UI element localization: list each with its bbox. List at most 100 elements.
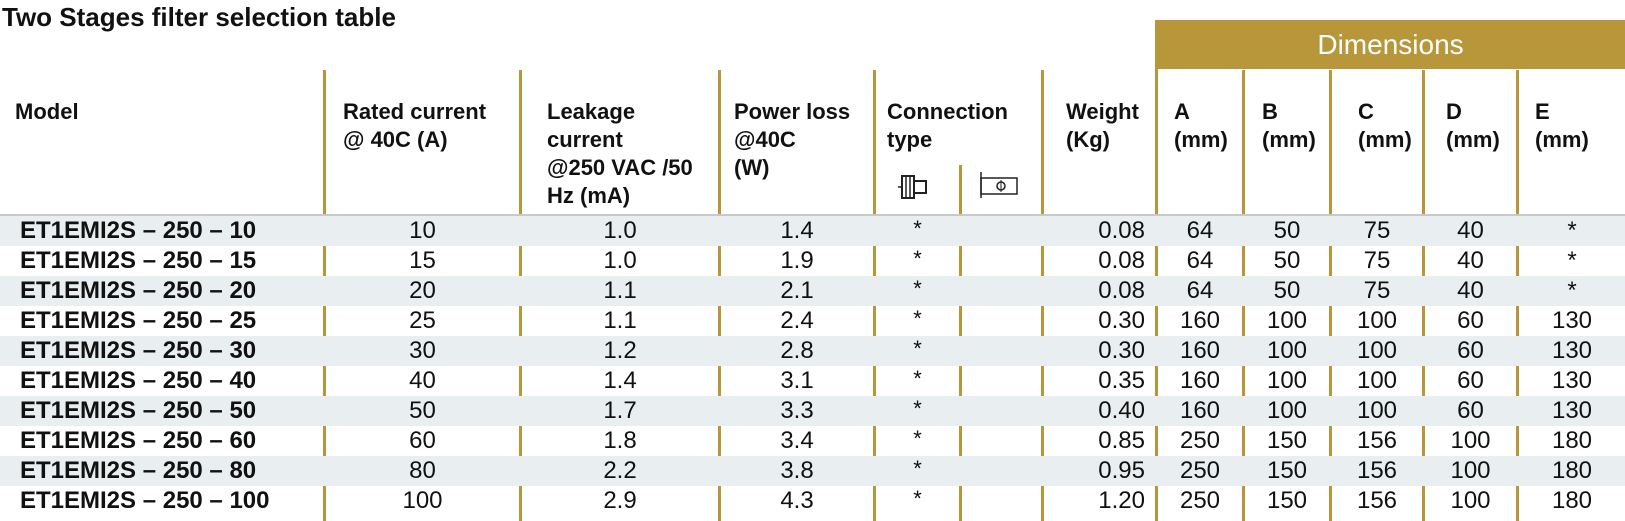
cell-model: ET1EMI2S – 250 – 30 (20, 337, 257, 364)
cell-model: ET1EMI2S – 250 – 100 (20, 487, 270, 514)
cell-leakage: 1.0 (603, 217, 637, 244)
cell-b: 150 (1266, 457, 1308, 484)
cell-power: 1.4 (780, 217, 814, 244)
cell-e: * (1567, 277, 1577, 304)
cell-conn1: * (913, 216, 922, 241)
cell-d: 60 (1457, 307, 1484, 334)
cell-conn1: * (913, 426, 922, 451)
cell-model: ET1EMI2S – 250 – 60 (20, 427, 257, 454)
header-connection-type: Connection type (887, 99, 1008, 152)
table-row: ET1EMI2S – 250 – 15 15 1.0 1.9 * 0.08 64 50 75 40… (0, 246, 1625, 276)
cell-conn1: * (913, 336, 922, 361)
cell-d: 60 (1457, 337, 1484, 364)
cell-b: 50 (1273, 277, 1301, 304)
cell-model: ET1EMI2S – 250 – 25 (20, 307, 257, 334)
cell-conn1: * (913, 276, 922, 301)
cell-rated: 15 (409, 247, 436, 274)
header-model: Model (15, 99, 79, 124)
cell-c: 100 (1356, 337, 1398, 364)
cell-e: 180 (1551, 487, 1593, 514)
table-row: ET1EMI2S – 250 – 80 80 2.2 3.8 * 0.95 250 150 15… (0, 456, 1625, 486)
cell-c: 156 (1356, 427, 1398, 454)
cell-conn1: * (913, 396, 922, 421)
cell-e: 130 (1551, 397, 1593, 424)
cell-b: 100 (1266, 337, 1308, 364)
cell-e: 130 (1551, 307, 1593, 334)
cell-weight: 0.08 (1098, 217, 1145, 244)
cell-model: ET1EMI2S – 250 – 50 (20, 397, 257, 424)
table-row: ET1EMI2S – 250 – 25 25 1.1 2.4 * 0.30 160 100 10… (0, 306, 1625, 336)
cell-a: 160 (1179, 397, 1221, 424)
cell-a: 160 (1179, 337, 1221, 364)
cell-weight: 0.30 (1098, 337, 1145, 364)
header-dim-e: E (mm) (1535, 99, 1589, 152)
cell-power: 3.3 (780, 397, 814, 424)
cell-rated: 80 (409, 457, 436, 484)
cell-a: 160 (1179, 307, 1221, 334)
cell-a: 64 (1186, 217, 1214, 244)
cell-conn1: * (913, 246, 922, 271)
cell-leakage: 1.7 (603, 397, 637, 424)
cell-model: ET1EMI2S – 250 – 10 (20, 217, 257, 244)
cell-c: 100 (1356, 397, 1398, 424)
bolt-terminal-icon (980, 172, 1018, 198)
cell-a: 64 (1186, 277, 1214, 304)
table-row: ET1EMI2S – 250 – 10 10 1.0 1.4 * 0.08 64 50 75 40… (0, 216, 1625, 246)
cell-e: 180 (1551, 457, 1593, 484)
cell-leakage: 1.2 (603, 337, 637, 364)
cell-power: 3.8 (780, 457, 814, 484)
cell-b: 50 (1273, 247, 1301, 274)
cell-conn1: * (913, 486, 922, 511)
cell-model: ET1EMI2S – 250 – 80 (20, 457, 257, 484)
dimensions-header: Dimensions (1156, 20, 1625, 69)
cell-d: 100 (1450, 487, 1491, 514)
cell-b: 50 (1273, 217, 1301, 244)
cell-conn1: * (913, 456, 922, 481)
header-dim-c: C (mm) (1358, 99, 1412, 152)
cell-a: 160 (1179, 367, 1221, 394)
cell-leakage: 2.9 (603, 487, 637, 514)
cell-rated: 20 (409, 277, 436, 304)
cell-weight: 0.85 (1098, 427, 1145, 454)
cell-c: 156 (1356, 487, 1398, 514)
table-row: ET1EMI2S – 250 – 40 40 1.4 3.1 * 0.35 160 100 10… (0, 366, 1625, 396)
cell-d: 100 (1450, 427, 1491, 454)
cell-power: 2.8 (780, 337, 814, 364)
cell-model: ET1EMI2S – 250 – 20 (20, 277, 257, 304)
header-power-loss: Power loss @40C (W) (734, 99, 851, 180)
header-dim-a: A (mm) (1174, 99, 1228, 152)
cell-rated: 25 (409, 307, 436, 334)
table-row: ET1EMI2S – 250 – 60 60 1.8 3.4 * 0.85 250 150 15… (0, 426, 1625, 456)
cell-weight: 0.35 (1098, 367, 1145, 394)
cell-d: 40 (1457, 217, 1484, 244)
header-dim-b: B (mm) (1262, 99, 1316, 152)
cell-rated: 10 (409, 217, 436, 244)
cell-d: 40 (1457, 247, 1484, 274)
column-divider (1155, 20, 1158, 521)
cell-conn1: * (913, 366, 922, 391)
cell-rated: 30 (409, 337, 436, 364)
terminal-block-icon (898, 175, 927, 199)
cell-power: 4.3 (780, 487, 814, 514)
cell-leakage: 1.0 (603, 247, 637, 274)
cell-e: * (1567, 217, 1577, 244)
cell-model: ET1EMI2S – 250 – 40 (20, 367, 257, 394)
cell-rated: 40 (409, 367, 436, 394)
header-divider (0, 214, 1625, 216)
cell-c: 75 (1363, 277, 1391, 304)
cell-leakage: 1.1 (603, 277, 637, 304)
table-row: ET1EMI2S – 250 – 20 20 1.1 2.1 * 0.08 64 50 75 40… (0, 276, 1625, 306)
cell-leakage: 1.1 (603, 307, 637, 334)
cell-leakage: 1.4 (603, 367, 637, 394)
cell-b: 100 (1266, 307, 1308, 334)
cell-b: 100 (1266, 367, 1308, 394)
cell-c: 156 (1356, 457, 1398, 484)
cell-leakage: 2.2 (603, 457, 637, 484)
cell-e: 180 (1551, 427, 1593, 454)
cell-c: 100 (1356, 307, 1398, 334)
cell-a: 250 (1179, 427, 1221, 454)
cell-a: 64 (1186, 247, 1214, 274)
cell-d: 60 (1457, 367, 1484, 394)
cell-d: 40 (1457, 277, 1484, 304)
cell-c: 75 (1363, 247, 1391, 274)
